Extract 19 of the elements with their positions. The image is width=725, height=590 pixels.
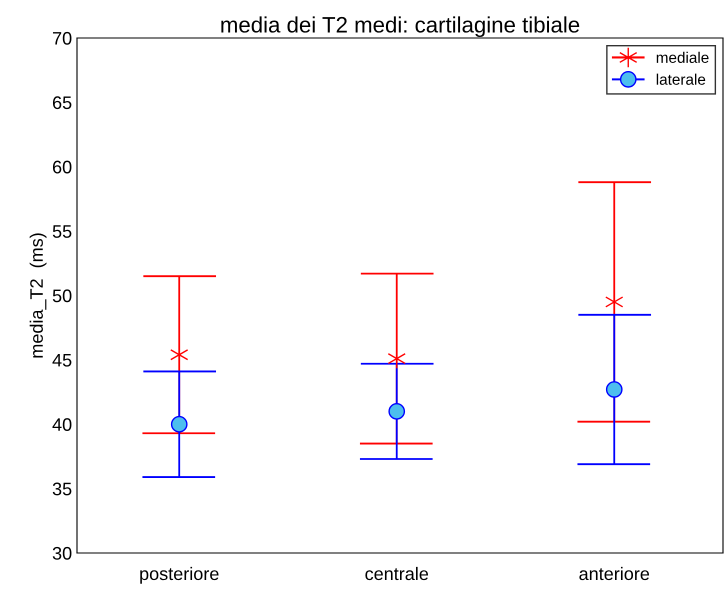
y-tick-label: 50 [52,289,72,302]
y-tick-label: 70 [52,32,72,45]
y-tick-label: 30 [52,546,72,560]
point [170,416,188,433]
y-tick-label: 65 [52,96,72,110]
x-tick-label: centrale [365,566,428,580]
chart-title: media dei T2 medi: cartilagine tibiale [221,16,580,38]
x-tick-label: posteriore [140,566,219,584]
point [606,381,623,398]
y-tick-label: 55 [52,225,72,238]
legend-label: mediale [656,52,709,63]
y-tick-label: 35 [52,482,72,496]
x-tick-label: anteriore [579,566,650,580]
y-tick-label: 45 [52,354,72,367]
point [388,403,406,420]
y-tick-label: 60 [52,160,72,174]
y-tick-label: 40 [52,418,72,431]
y-axis-title: media_T2 (ms) [30,233,46,358]
legend-label: laterale [656,74,706,85]
